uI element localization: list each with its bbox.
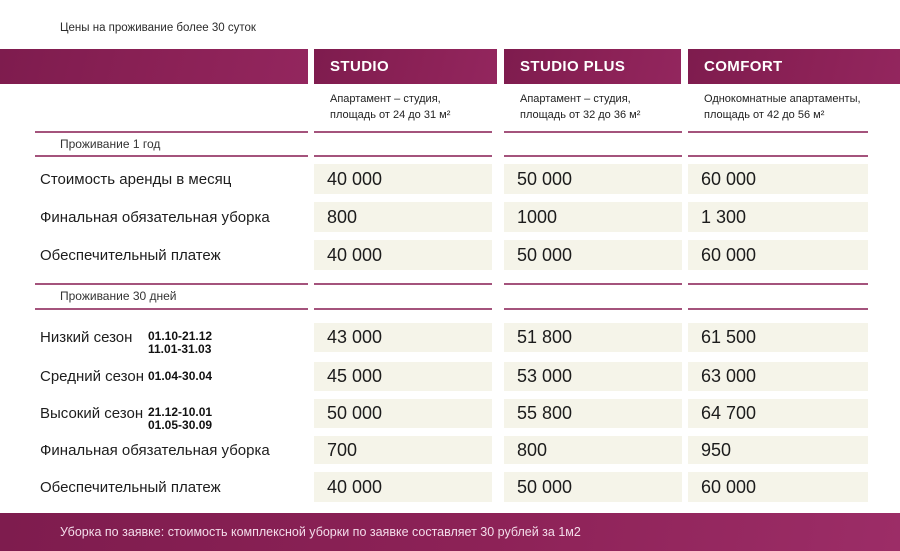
section-divider-line: [688, 155, 868, 157]
table-row-final-cleaning-30: Финальная обязательная уборка 700 800 95…: [0, 436, 900, 464]
column-description-studio: Апартамент – студия, площадь от 24 до 31…: [330, 93, 451, 121]
row-label: Обеспечительный платеж: [40, 246, 221, 264]
row-label: Стоимость аренды в месяц: [40, 170, 232, 188]
price-cell: 40 000: [314, 240, 492, 270]
section-divider-line: [688, 308, 868, 310]
price-cell: 40 000: [314, 472, 492, 502]
footer-note: Уборка по заявке: стоимость комплексной …: [0, 513, 900, 551]
column-header-comfort-label: COMFORT: [704, 58, 783, 75]
section-header-1-year: Проживание 1 год: [60, 137, 161, 151]
table-row-security-deposit-30: Обеспечительный платеж 40 000 50 000 60 …: [0, 472, 900, 502]
price-cell: 50 000: [504, 240, 682, 270]
section-header-30-days: Проживание 30 дней: [60, 289, 177, 303]
row-label: Обеспечительный платеж: [40, 478, 221, 496]
price-cell: 1 300: [688, 202, 868, 232]
price-cell: 53 000: [504, 362, 682, 391]
price-cell: 50 000: [314, 399, 492, 428]
section-divider-line: [688, 131, 868, 133]
section-divider-line: [688, 283, 868, 285]
section-divider-line: [35, 131, 308, 133]
price-cell: 45 000: [314, 362, 492, 391]
table-row-high-season: Высокий сезон 21.12-10.01 01.05-30.09 50…: [0, 399, 900, 432]
column-header-studio-plus-label: STUDIO PLUS: [520, 58, 626, 75]
column-description-comfort: Однокомнатные апартаменты, площадь от 42…: [704, 93, 861, 121]
row-label: Средний сезон: [40, 368, 144, 385]
section-divider-line: [504, 283, 682, 285]
section-divider-line: [314, 308, 492, 310]
table-row-rent-per-month: Стоимость аренды в месяц 40 000 50 000 6…: [0, 164, 900, 194]
row-label: Финальная обязательная уборка: [40, 441, 270, 459]
price-cell: 51 800: [504, 323, 682, 352]
section-divider-line: [504, 131, 682, 133]
season-dates: 21.12-10.01 01.05-30.09: [148, 405, 213, 432]
row-label: Высокий сезон: [40, 405, 144, 422]
section-divider-line: [35, 283, 308, 285]
column-header-studio-plus: STUDIO PLUS: [504, 49, 681, 84]
price-cell: 700: [314, 436, 492, 464]
section-divider-line: [504, 308, 682, 310]
section-divider-line: [504, 155, 682, 157]
row-label: Финальная обязательная уборка: [40, 208, 270, 226]
price-cell: 43 000: [314, 323, 492, 352]
column-header-studio-label: STUDIO: [330, 58, 390, 75]
column-description-studio-plus: Апартамент – студия, площадь от 32 до 36…: [520, 93, 641, 121]
price-cell: 800: [314, 202, 492, 232]
price-cell: 64 700: [688, 399, 868, 428]
header-band-label-column: [0, 49, 308, 84]
table-row-final-cleaning: Финальная обязательная уборка 800 1000 1…: [0, 202, 900, 232]
section-divider-line: [35, 155, 308, 157]
price-cell: 61 500: [688, 323, 868, 352]
page-title: Цены на проживание более 30 суток: [60, 22, 256, 34]
section-divider-line: [314, 131, 492, 133]
price-cell: 60 000: [688, 472, 868, 502]
price-cell: 60 000: [688, 164, 868, 194]
section-divider-line: [314, 155, 492, 157]
price-cell: 50 000: [504, 472, 682, 502]
column-header-studio: STUDIO: [314, 49, 497, 84]
section-divider-line: [35, 308, 308, 310]
price-cell: 63 000: [688, 362, 868, 391]
price-cell: 950: [688, 436, 868, 464]
table-row-security-deposit: Обеспечительный платеж 40 000 50 000 60 …: [0, 240, 900, 270]
price-cell: 60 000: [688, 240, 868, 270]
table-row-mid-season: Средний сезон 01.04-30.04 45 000 53 000 …: [0, 362, 900, 391]
season-dates: 01.10-21.12 11.01-31.03: [148, 329, 213, 356]
price-cell: 40 000: [314, 164, 492, 194]
price-cell: 55 800: [504, 399, 682, 428]
price-cell: 800: [504, 436, 682, 464]
row-label: Низкий сезон: [40, 329, 133, 346]
price-cell: 50 000: [504, 164, 682, 194]
table-row-low-season: Низкий сезон 01.10-21.12 11.01-31.03 43 …: [0, 323, 900, 356]
season-dates: 01.04-30.04: [148, 369, 213, 383]
price-cell: 1000: [504, 202, 682, 232]
column-header-comfort: COMFORT: [688, 49, 900, 84]
section-divider-line: [314, 283, 492, 285]
